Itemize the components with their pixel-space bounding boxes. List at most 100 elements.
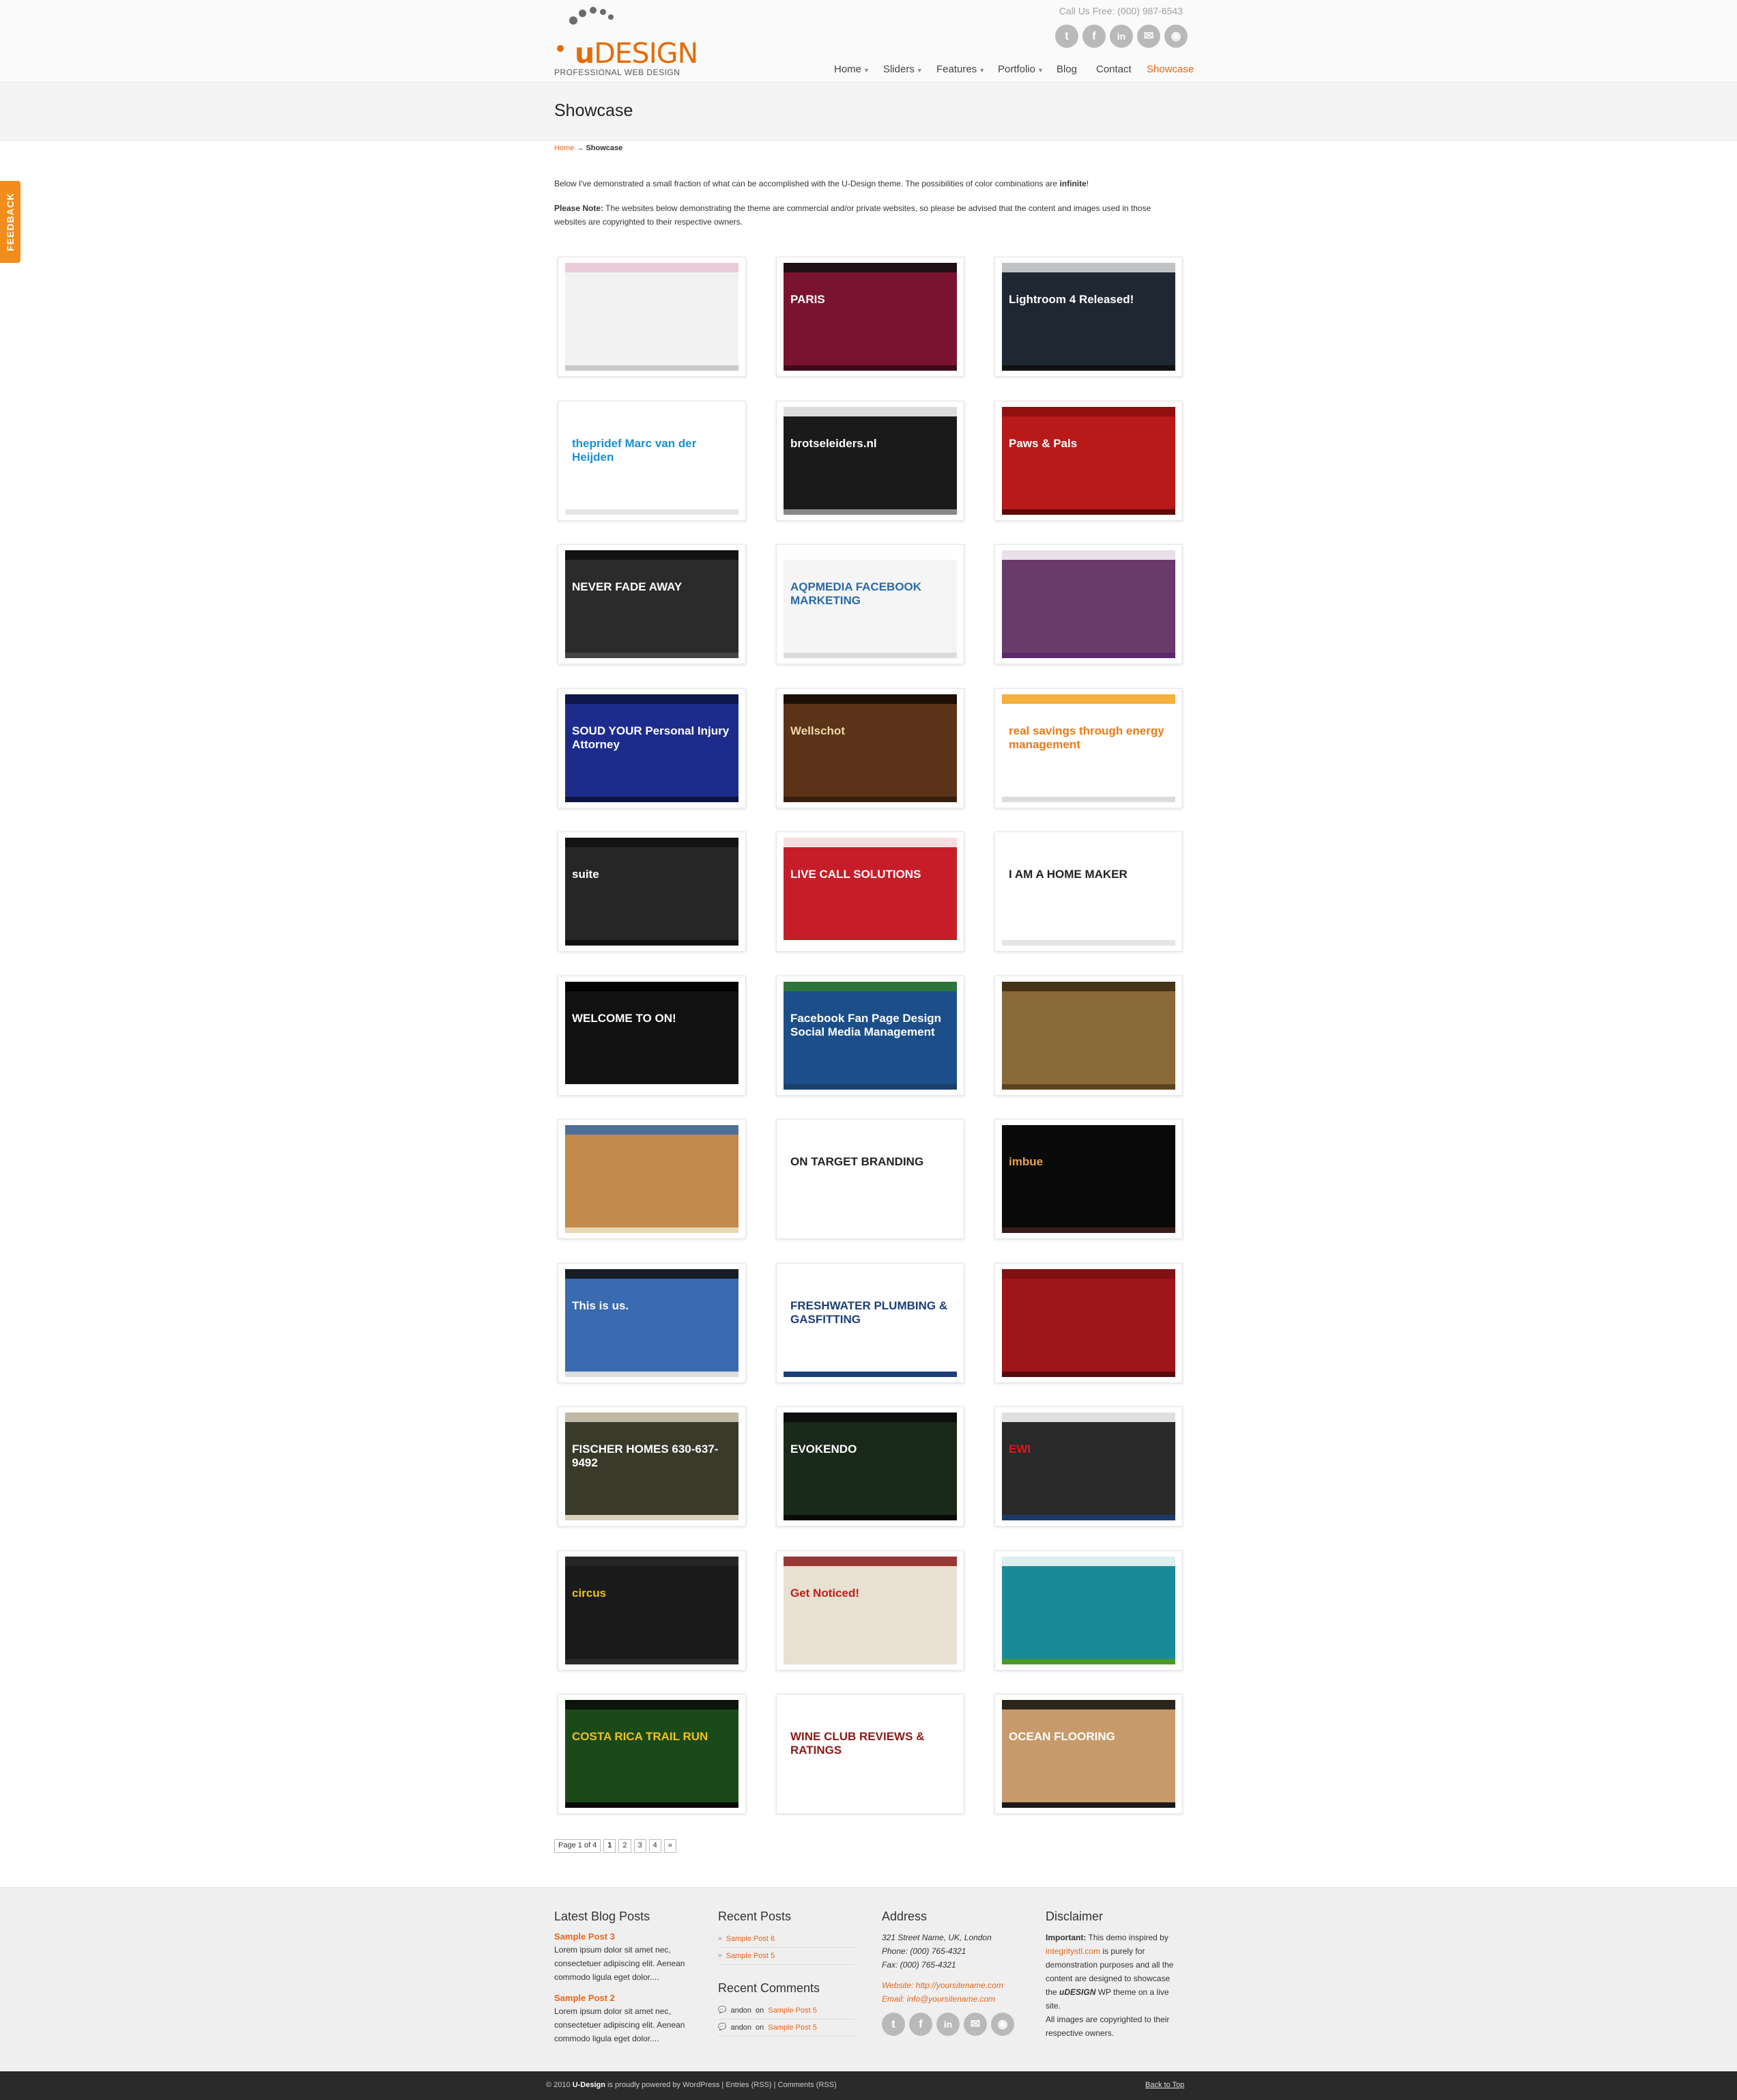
nav-item-contact[interactable]: Contact bbox=[1096, 63, 1132, 75]
screenshot-headline: circus bbox=[572, 1587, 607, 1600]
showcase-thumbnail[interactable]: I AM A HOME MAKER bbox=[994, 832, 1183, 952]
showcase-thumbnail[interactable]: suite bbox=[558, 832, 746, 952]
showcase-screenshot: Paws & Pals bbox=[1002, 407, 1175, 515]
showcase-thumbnail[interactable] bbox=[558, 1119, 746, 1239]
showcase-thumbnail[interactable]: thepridef Marc van der Heijden bbox=[558, 401, 746, 521]
comment-post-link[interactable]: Sample Post 5 bbox=[768, 2024, 817, 2032]
showcase-thumbnail[interactable]: PARIS bbox=[776, 257, 964, 377]
screenshot-headline: OCEAN FLOORING bbox=[1009, 1730, 1115, 1743]
address-email[interactable]: Email: info@yoursitename.com bbox=[882, 1994, 996, 2004]
showcase-thumbnail[interactable]: ON TARGET BRANDING bbox=[776, 1119, 964, 1239]
showcase-thumbnail[interactable]: OCEAN FLOORING bbox=[994, 1694, 1183, 1814]
nav-item-features[interactable]: Features ▼ bbox=[936, 63, 986, 75]
showcase-screenshot: PARIS bbox=[784, 263, 957, 371]
screenshot-header-bar bbox=[565, 1269, 738, 1279]
twitter-icon[interactable]: t bbox=[882, 2013, 905, 2036]
showcase-thumbnail[interactable]: WINE CLUB REVIEWS & RATINGS bbox=[776, 1694, 964, 1814]
nav-item-blog[interactable]: Blog bbox=[1057, 63, 1078, 75]
email-icon[interactable]: ✉ bbox=[1137, 25, 1160, 48]
showcase-thumbnail[interactable]: Wellschot bbox=[776, 688, 964, 808]
showcase-thumbnail[interactable]: imbue bbox=[994, 1119, 1183, 1239]
footer-recent: Recent Posts » Sample Post 6 » Sample Post… bbox=[718, 1910, 855, 2037]
pagination-page-3[interactable]: 3 bbox=[633, 1839, 646, 1853]
logo-dot bbox=[608, 14, 614, 20]
nav-item-sliders[interactable]: Sliders ▼ bbox=[883, 63, 923, 75]
showcase-thumbnail[interactable] bbox=[994, 1263, 1183, 1383]
showcase-screenshot: This is us. bbox=[565, 1269, 738, 1377]
showcase-thumbnail[interactable] bbox=[994, 544, 1183, 664]
screenshot-header-bar bbox=[1002, 407, 1175, 416]
showcase-thumbnail[interactable] bbox=[994, 976, 1183, 1096]
showcase-thumbnail[interactable]: EWI bbox=[994, 1406, 1183, 1527]
twitter-icon[interactable]: t bbox=[1055, 25, 1078, 48]
facebook-icon[interactable]: f bbox=[1082, 25, 1106, 48]
screenshot-header-bar bbox=[1002, 1700, 1175, 1709]
showcase-thumbnail[interactable]: Facebook Fan Page Design Social Media Ma… bbox=[776, 976, 964, 1096]
entries-rss-link[interactable]: Entries (RSS) bbox=[726, 2081, 772, 2089]
comments-rss-link[interactable]: Comments (RSS) bbox=[777, 2081, 837, 2089]
pagination-page-4[interactable]: 4 bbox=[648, 1839, 661, 1853]
latest-post-title-link[interactable]: Sample Post 3 bbox=[554, 1931, 615, 1942]
pagination-page-2[interactable]: 2 bbox=[618, 1839, 631, 1853]
recent-post-item[interactable]: » Sample Post 5 bbox=[718, 1948, 855, 1965]
showcase-thumbnail[interactable]: FRESHWATER PLUMBING & GASFITTING bbox=[776, 1263, 964, 1383]
nav-item-showcase[interactable]: Showcase bbox=[1147, 63, 1194, 75]
showcase-thumbnail[interactable]: circus bbox=[558, 1550, 746, 1671]
wordpress-link[interactable]: WordPress bbox=[683, 2081, 720, 2089]
rss-icon[interactable]: ◉ bbox=[1164, 25, 1188, 48]
bottom-bar bbox=[0, 2071, 1737, 2100]
back-to-top-link[interactable]: Back to Top bbox=[1145, 2081, 1185, 2089]
screenshot-header-bar bbox=[784, 1413, 957, 1422]
linkedin-icon[interactable]: in bbox=[1110, 25, 1133, 48]
linkedin-icon[interactable]: in bbox=[936, 2013, 960, 2036]
showcase-thumbnail[interactable] bbox=[994, 1550, 1183, 1671]
screenshot-footer-bar bbox=[1002, 1515, 1175, 1520]
showcase-screenshot: FISCHER HOMES 630-637-9492 bbox=[565, 1413, 738, 1520]
screenshot-headline: FISCHER HOMES 630-637-9492 bbox=[572, 1443, 719, 1469]
comment-icon: 💬 bbox=[718, 2024, 727, 2031]
showcase-thumbnail[interactable]: This is us. bbox=[558, 1263, 746, 1383]
pagination-next[interactable]: » bbox=[663, 1839, 676, 1853]
header-social-links: t f in ✉ ◉ bbox=[1055, 25, 1188, 48]
showcase-thumbnail[interactable]: Lightroom 4 Released! bbox=[994, 257, 1183, 377]
screenshot-header-bar bbox=[784, 550, 957, 560]
showcase-thumbnail[interactable]: brotseleiders.nl bbox=[776, 401, 964, 521]
feedback-tab[interactable]: FEEDBACK bbox=[0, 181, 20, 263]
showcase-thumbnail[interactable]: real savings through energy management bbox=[994, 688, 1183, 808]
screenshot-footer-bar bbox=[1002, 509, 1175, 515]
showcase-thumbnail[interactable]: SOUD YOUR Personal Injury Attorney bbox=[558, 688, 746, 808]
showcase-thumbnail[interactable]: AQPMEDIA FACEBOOK MARKETING bbox=[776, 544, 964, 664]
pagination-page-1[interactable]: 1 bbox=[603, 1839, 616, 1853]
showcase-thumbnail[interactable]: COSTA RICA TRAIL RUN bbox=[558, 1694, 746, 1814]
showcase-thumbnail[interactable] bbox=[558, 257, 746, 377]
chevron-down-icon: ▼ bbox=[979, 67, 986, 74]
site-logo[interactable]: uDESIGN PROFESSIONAL WEB DESIGN bbox=[554, 7, 698, 79]
showcase-thumbnail[interactable]: WELCOME TO ON! bbox=[558, 976, 746, 1096]
nav-item-portfolio[interactable]: Portfolio ▼ bbox=[998, 63, 1044, 75]
showcase-thumbnail[interactable]: EVOKENDO bbox=[776, 1406, 964, 1527]
latest-post-title-link[interactable]: Sample Post 2 bbox=[554, 1993, 615, 2003]
showcase-thumbnail[interactable]: Get Noticed! bbox=[776, 1550, 964, 1671]
facebook-icon[interactable]: f bbox=[909, 2013, 932, 2036]
rss-icon[interactable]: ◉ bbox=[991, 2013, 1014, 2036]
showcase-screenshot: EVOKENDO bbox=[784, 1413, 957, 1520]
showcase-screenshot bbox=[1002, 982, 1175, 1090]
showcase-thumbnail[interactable]: Paws & Pals bbox=[994, 401, 1183, 521]
pagination: Page 1 of 4 1 2 3 4 » bbox=[554, 1839, 676, 1853]
logo-dot bbox=[557, 45, 564, 52]
recent-post-item[interactable]: » Sample Post 6 bbox=[718, 1931, 855, 1948]
email-icon[interactable]: ✉ bbox=[964, 2013, 987, 2036]
comment-post-link[interactable]: Sample Post 5 bbox=[768, 2006, 817, 2015]
showcase-thumbnail[interactable]: NEVER FADE AWAY bbox=[558, 544, 746, 664]
showcase-thumbnail[interactable]: LIVE CALL SOLUTIONS bbox=[776, 832, 964, 952]
screenshot-headline: Wellschot bbox=[790, 724, 845, 737]
nav-item-home[interactable]: Home ▼ bbox=[834, 63, 870, 75]
page-title-bar bbox=[0, 82, 1737, 141]
showcase-thumbnail[interactable]: FISCHER HOMES 630-637-9492 bbox=[558, 1406, 746, 1527]
address-website[interactable]: Website: http://yoursitename.com bbox=[882, 1981, 1003, 1990]
address-line: 321 Street Name, UK, London bbox=[882, 1933, 992, 1942]
disclaimer-link[interactable]: integritystl.com bbox=[1046, 1946, 1101, 1956]
breadcrumb-home-link[interactable]: Home bbox=[554, 144, 575, 152]
footer-address: Address 321 Street Name, UK, London Phon… bbox=[882, 1910, 1018, 2006]
screenshot-header-bar bbox=[1002, 1413, 1175, 1422]
